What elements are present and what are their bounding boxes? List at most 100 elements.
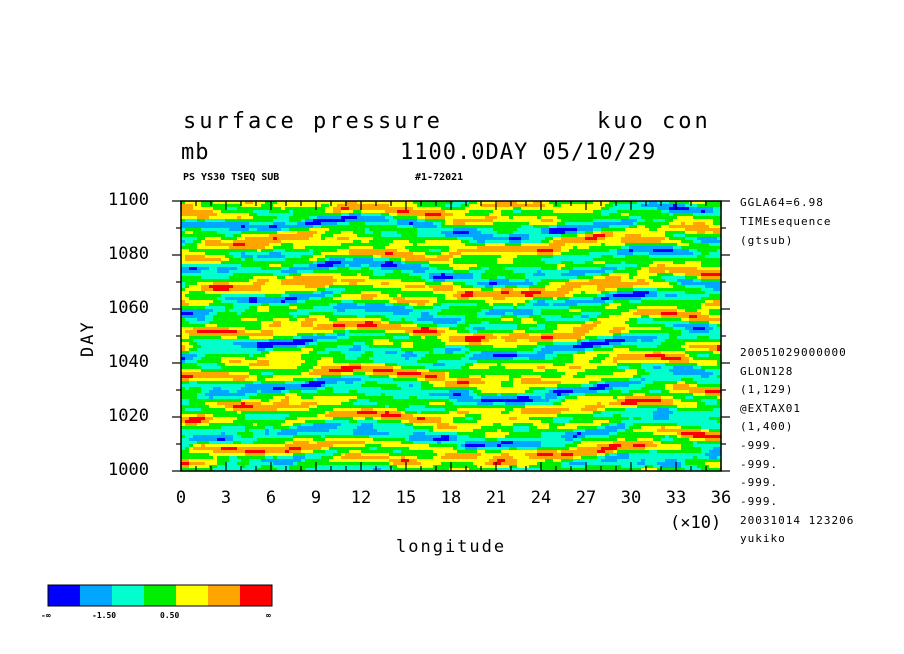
- heatmap-cell: [697, 219, 702, 223]
- heatmap-cell: [689, 291, 694, 295]
- heatmap-cell: [369, 285, 374, 289]
- heatmap-cell: [457, 306, 462, 310]
- heatmap-cell: [261, 306, 266, 310]
- heatmap-cell: [589, 270, 594, 274]
- heatmap-cell: [533, 219, 538, 223]
- heatmap-cell: [201, 258, 206, 262]
- heatmap-cell: [537, 297, 542, 301]
- heatmap-cell: [329, 207, 334, 211]
- heatmap-cell: [321, 249, 326, 253]
- heatmap-cell: [325, 237, 330, 241]
- heatmap-cell: [393, 279, 398, 283]
- heatmap-cell: [681, 237, 686, 241]
- heatmap-cell: [405, 222, 410, 226]
- heatmap-cell: [465, 297, 470, 301]
- heatmap-cell: [213, 297, 218, 301]
- heatmap-cell: [537, 204, 542, 208]
- heatmap-cell: [649, 273, 654, 277]
- heatmap-cell: [577, 279, 582, 283]
- heatmap-cell: [373, 285, 378, 289]
- heatmap-cell: [353, 210, 358, 214]
- heatmap-cell: [617, 240, 622, 244]
- heatmap-cell: [477, 291, 482, 295]
- heatmap-cell: [233, 276, 238, 280]
- heatmap-cell: [345, 252, 350, 256]
- heatmap-cell: [313, 273, 318, 277]
- heatmap-cell: [269, 237, 274, 241]
- heatmap-cell: [381, 249, 386, 253]
- heatmap-cell: [533, 231, 538, 235]
- heatmap-cell: [533, 237, 538, 241]
- heatmap-cell: [621, 297, 626, 301]
- heatmap-cell: [541, 246, 546, 250]
- heatmap-cell: [449, 249, 454, 253]
- heatmap-cell: [185, 234, 190, 238]
- heatmap-cell: [221, 267, 226, 271]
- heatmap-cell: [517, 294, 522, 298]
- heatmap-cell: [245, 306, 250, 310]
- heatmap-cell: [329, 243, 334, 247]
- heatmap-cell: [369, 213, 374, 217]
- heatmap-cell: [549, 264, 554, 268]
- heatmap-cell: [529, 261, 534, 265]
- heatmap-cell: [501, 234, 506, 238]
- heatmap-cell: [417, 309, 422, 313]
- heatmap-cell: [393, 297, 398, 301]
- heatmap-cell: [329, 219, 334, 223]
- heatmap-cell: [185, 270, 190, 274]
- heatmap-cell: [645, 207, 650, 211]
- heatmap-cell: [365, 303, 370, 307]
- heatmap-cell: [481, 276, 486, 280]
- heatmap-cell: [689, 219, 694, 223]
- heatmap-cell: [657, 264, 662, 268]
- heatmap-cell: [401, 216, 406, 220]
- heatmap-cell: [665, 228, 670, 232]
- heatmap-cell: [321, 267, 326, 271]
- heatmap-cell: [441, 249, 446, 253]
- heatmap-cell: [297, 225, 302, 229]
- heatmap-cell: [457, 273, 462, 277]
- heatmap-cell: [393, 201, 398, 205]
- heatmap-cell: [409, 285, 414, 289]
- heatmap-cell: [501, 225, 506, 229]
- heatmap-cell: [561, 264, 566, 268]
- heatmap-cell: [525, 237, 530, 241]
- heatmap-cell: [645, 300, 650, 304]
- heatmap-cell: [321, 201, 326, 205]
- heatmap-cell: [481, 225, 486, 229]
- heatmap-cell: [705, 303, 710, 307]
- heatmap-cell: [657, 246, 662, 250]
- heatmap-cell: [685, 231, 690, 235]
- heatmap-cell: [353, 219, 358, 223]
- heatmap-cell: [257, 207, 262, 211]
- heatmap-cell: [569, 306, 574, 310]
- heatmap-cell: [481, 303, 486, 307]
- heatmap-cell: [509, 234, 514, 238]
- heatmap-cell: [625, 207, 630, 211]
- heatmap-cell: [297, 303, 302, 307]
- heatmap-cell: [609, 291, 614, 295]
- heatmap-cell: [597, 291, 602, 295]
- heatmap-cell: [653, 246, 658, 250]
- heatmap-cell: [557, 282, 562, 286]
- heatmap-cell: [253, 267, 258, 271]
- heatmap-cell: [361, 249, 366, 253]
- heatmap-cell: [641, 207, 646, 211]
- heatmap-cell: [393, 204, 398, 208]
- heatmap-cell: [313, 297, 318, 301]
- heatmap-cell: [337, 207, 342, 211]
- heatmap-cell: [181, 249, 186, 253]
- heatmap-cell: [281, 246, 286, 250]
- heatmap-cell: [561, 279, 566, 283]
- heatmap-cell: [609, 294, 614, 298]
- heatmap-cell: [497, 264, 502, 268]
- heatmap-cell: [613, 264, 618, 268]
- heatmap-cell: [293, 210, 298, 214]
- heatmap-cell: [621, 240, 626, 244]
- heatmap-cell: [241, 219, 246, 223]
- heatmap-cell: [581, 234, 586, 238]
- heatmap-cell: [545, 270, 550, 274]
- heatmap-cell: [345, 306, 350, 310]
- heatmap-cell: [185, 276, 190, 280]
- heatmap-cell: [181, 213, 186, 217]
